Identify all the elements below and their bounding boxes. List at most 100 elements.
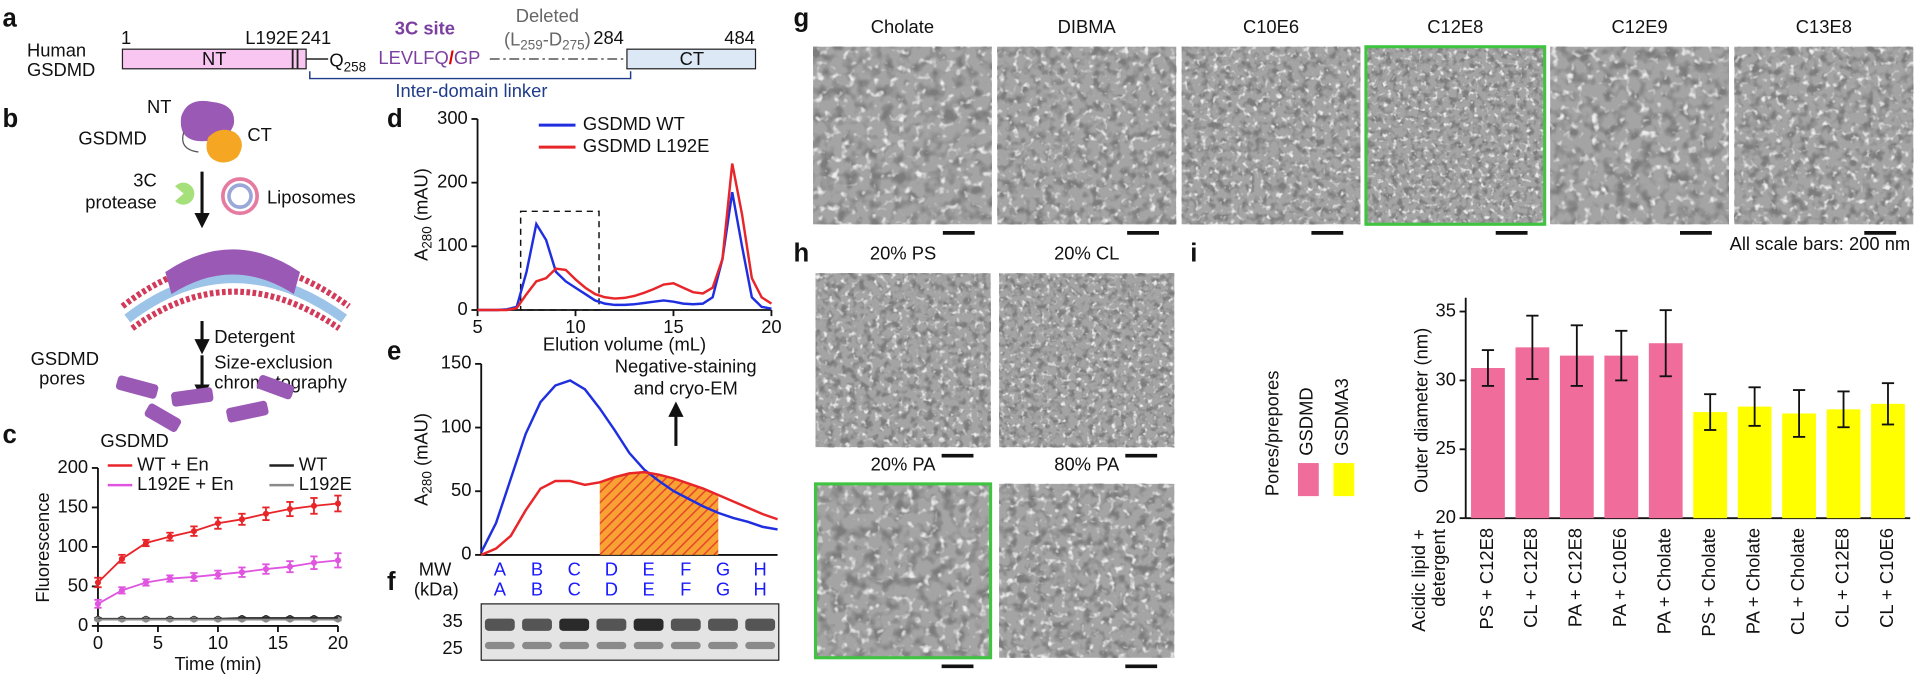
y-label-unit: (mAU) — [410, 168, 431, 226]
image-label: 20% CL — [1054, 243, 1119, 264]
residue: 284 — [593, 27, 624, 48]
nt-domain — [121, 48, 307, 70]
legend-swatch — [1333, 463, 1355, 497]
annotation: and cryo-EM — [634, 377, 738, 398]
site-seq: LEVLFQ/GP — [378, 47, 480, 68]
sec-label: Size-exclusion — [214, 352, 332, 373]
gel-band — [596, 618, 627, 631]
micrograph-texture — [999, 273, 1175, 448]
y-label-sub: 280 — [419, 226, 434, 248]
fraction-label: C — [568, 578, 581, 599]
micrograph-texture — [815, 273, 991, 448]
part: 275 — [562, 37, 584, 52]
fraction-label: B — [531, 578, 543, 599]
image-label: C12E8 — [1427, 16, 1483, 37]
gsdmd-label: GSDMD — [78, 128, 146, 149]
y-axis-label: Fluorescence — [32, 492, 53, 602]
fraction-label: E — [642, 578, 654, 599]
panel-label: a — [2, 5, 17, 33]
y-tick-label: 25 — [1435, 437, 1455, 458]
ct-label: CT — [247, 124, 271, 145]
x-tick-label: CL + C10E6 — [1876, 528, 1897, 628]
gel-band — [745, 641, 776, 650]
fraction-label: G — [716, 578, 730, 599]
gel-band — [559, 641, 590, 650]
gel-band — [522, 618, 552, 631]
site-title: 3C site — [395, 17, 455, 38]
deleted-title: Deleted — [516, 5, 579, 26]
y-label-main: A — [410, 248, 431, 261]
liposome — [221, 177, 259, 216]
x-tick-label: CL + Cholate — [1787, 528, 1808, 635]
y-axis-label: A280 (mAU) — [410, 168, 434, 261]
ct-domain — [626, 48, 757, 70]
pore-rod — [115, 375, 159, 399]
gel-band — [522, 641, 552, 650]
x-axis-label: Time (min) — [174, 653, 261, 674]
part: -D — [543, 28, 562, 49]
pores-label: pores — [39, 368, 85, 389]
x-axis-label: Elution volume (mL) — [543, 333, 706, 354]
panel-label: g — [793, 5, 809, 33]
y-tick-label: 200 — [58, 456, 89, 477]
image-label: Cholate — [871, 16, 934, 37]
series-line — [480, 379, 778, 553]
y-tick-label: 0 — [78, 614, 88, 635]
micrograph-texture — [1734, 46, 1914, 225]
y-tick-label: 100 — [437, 234, 468, 255]
y-tick-label: 0 — [461, 543, 471, 564]
membrane — [124, 273, 347, 323]
series-line — [97, 559, 339, 605]
nt-label: NT — [147, 96, 171, 117]
protease-icon — [175, 182, 195, 205]
legend-label: GSDMD WT — [583, 113, 685, 134]
y-tick-label: 50 — [451, 479, 471, 500]
micrograph-texture — [1181, 46, 1361, 225]
detergent-label: Detergent — [214, 326, 295, 347]
mw-label: (kDa) — [414, 578, 459, 599]
image-label: 20% PA — [871, 453, 937, 474]
mw-mark: 35 — [442, 610, 462, 631]
gel-band — [484, 641, 515, 650]
part: ) — [585, 28, 591, 49]
gel-band — [708, 641, 738, 650]
micrograph-texture — [815, 483, 991, 658]
seq-left: LEVLFQ — [378, 47, 448, 68]
x-tick-label: PS + C12E8 — [1476, 528, 1497, 630]
fraction-label: H — [754, 559, 767, 580]
legend-swatch — [1297, 463, 1319, 497]
image-label: DIBMA — [1058, 16, 1117, 37]
seq-cut: / — [449, 47, 454, 68]
x-tick-label: PA + Cholate — [1654, 528, 1675, 634]
x-tick-label: PS + Cholate — [1698, 528, 1719, 637]
y-tick-label: 150 — [58, 495, 89, 516]
q: Q — [329, 49, 343, 70]
q-index: 258 — [344, 59, 366, 74]
y-tick-label: 150 — [441, 352, 472, 373]
mw-label: MW — [419, 559, 452, 580]
part: (L — [504, 28, 520, 49]
x-tick-label: 15 — [268, 632, 288, 653]
x-tick-label: 15 — [663, 316, 683, 337]
legend-title: Pores/prepores — [1261, 371, 1282, 497]
panel-label: i — [1190, 240, 1197, 268]
highlight-box — [519, 210, 600, 311]
x-tick-label: 10 — [208, 632, 228, 653]
fraction-label: C — [568, 559, 581, 580]
image-label: C12E9 — [1612, 16, 1668, 37]
x-tick-label: PA + C12E8 — [1565, 528, 1586, 627]
legend-label: WT — [299, 453, 328, 474]
y-label-main: A — [410, 493, 431, 506]
residue: 484 — [724, 27, 755, 48]
image-label: C13E8 — [1796, 16, 1852, 37]
fraction-label: E — [642, 559, 654, 580]
y-tick-label: 35 — [1435, 299, 1455, 320]
species: Human — [27, 39, 86, 60]
pores-label: GSDMD — [31, 348, 99, 369]
x-tick-label: 5 — [472, 316, 482, 337]
gel-band — [633, 618, 664, 631]
y-tick-label: 0 — [458, 298, 468, 319]
fraction-label: F — [680, 578, 691, 599]
image-label: C10E6 — [1243, 16, 1299, 37]
